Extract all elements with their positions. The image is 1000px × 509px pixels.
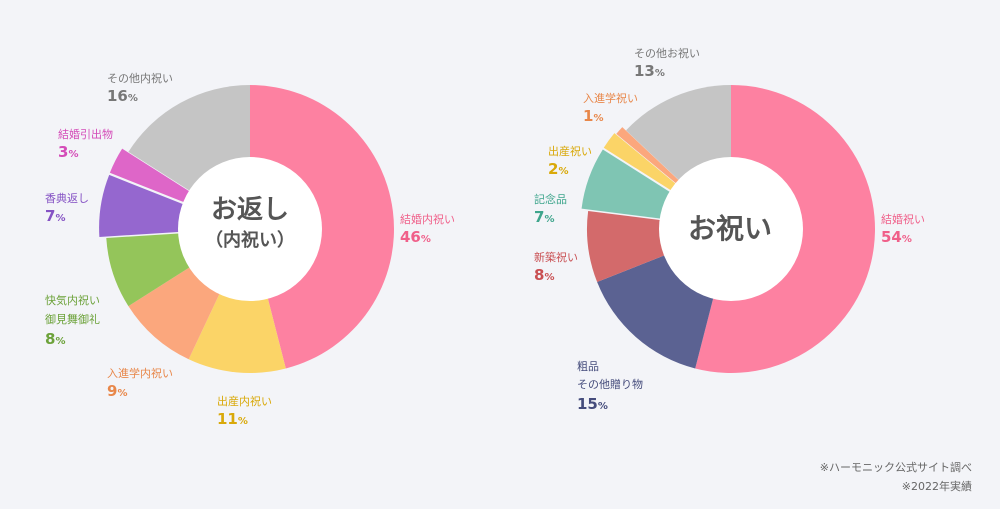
- slice-name: 結婚祝い: [881, 213, 925, 226]
- slice-value: 7%: [534, 208, 555, 226]
- slice-label: 新築祝い 8%: [534, 250, 578, 288]
- slice-label: 出産祝い 2%: [548, 144, 592, 182]
- slice-name: 結婚内祝い: [400, 213, 455, 226]
- slice-value: 15%: [577, 395, 608, 413]
- slice-value: 16%: [107, 87, 138, 105]
- slice-label: 香典返し 7%: [45, 191, 89, 229]
- slice-label: その他お祝い 13%: [634, 46, 700, 84]
- donut-slice: [188, 229, 286, 373]
- slice-name: 新築祝い: [534, 251, 578, 264]
- slice-name: 快気内祝い 御見舞御礼: [45, 294, 100, 326]
- slice-value: 13%: [634, 62, 665, 80]
- footnote: ※ハーモニック公式サイト調べ ※2022年実績: [820, 458, 972, 496]
- donut-chart-okaeshi: [99, 85, 395, 373]
- slice-label: 粗品 その他贈り物 15%: [577, 340, 643, 435]
- center-title-line1: お返し: [210, 195, 289, 225]
- donut-hole: [178, 157, 322, 301]
- footnote-line: ※ハーモニック公式サイト調べ: [819, 461, 972, 474]
- center-title-line1: お祝い: [687, 212, 772, 245]
- center-title-okaeshi: お返し （内祝い）: [185, 192, 315, 254]
- slice-value: 3%: [58, 143, 79, 161]
- slice-value: 1%: [583, 107, 604, 125]
- slice-name: 香典返し: [45, 192, 89, 205]
- slice-label: その他内祝い 16%: [107, 71, 173, 109]
- slice-label: 快気内祝い 御見舞御礼 8%: [45, 272, 100, 371]
- slice-label: 出産内祝い 11%: [217, 394, 272, 432]
- donut-hole: [659, 157, 803, 301]
- slice-value: 2%: [548, 160, 569, 178]
- slice-label: 入進学内祝い 9%: [107, 366, 173, 404]
- slice-name: 粗品 その他贈り物: [577, 360, 643, 391]
- slice-label: 記念品 7%: [534, 192, 567, 230]
- center-title-oiwai: お祝い: [665, 211, 795, 247]
- slice-value: 46%: [400, 228, 431, 246]
- slice-name: その他お祝い: [634, 47, 700, 60]
- slice-name: 記念品: [534, 193, 567, 206]
- slice-label: 結婚内祝い 46%: [400, 212, 455, 250]
- center-title-line2: （内祝い）: [205, 230, 295, 251]
- slice-value: 8%: [45, 330, 66, 348]
- slice-name: 出産内祝い: [217, 395, 272, 408]
- slice-name: 入進学内祝い: [107, 367, 173, 380]
- slice-label: 入進学祝い 1%: [583, 91, 638, 129]
- slice-value: 54%: [881, 228, 912, 246]
- donut-slice: [250, 85, 395, 369]
- slice-value: 11%: [217, 410, 248, 428]
- slice-value: 9%: [107, 382, 128, 400]
- slice-name: その他内祝い: [107, 72, 173, 85]
- slice-name: 結婚引出物: [58, 128, 113, 141]
- slice-value: 7%: [45, 207, 66, 225]
- slice-label: 結婚引出物 3%: [58, 127, 113, 165]
- slice-label: 結婚祝い 54%: [881, 212, 925, 250]
- footnote-line: ※2022年実績: [901, 480, 972, 493]
- slice-name: 出産祝い: [548, 145, 592, 158]
- slice-name: 入進学祝い: [583, 92, 638, 105]
- slice-value: 8%: [534, 266, 555, 284]
